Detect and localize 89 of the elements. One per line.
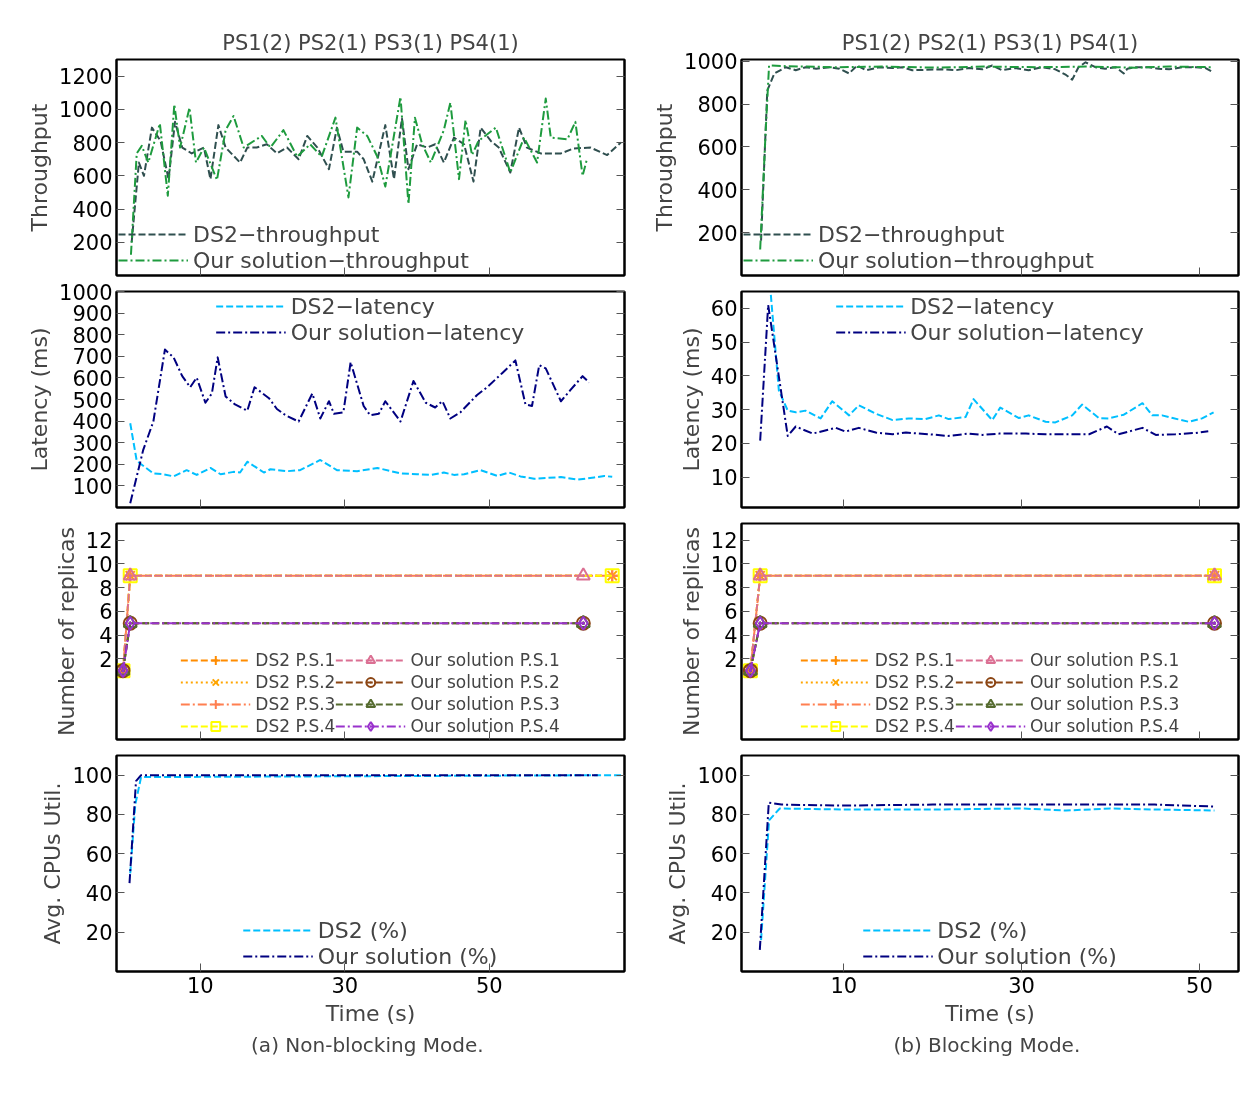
y-tick-label: 2 <box>99 647 113 672</box>
y-tick-label: 20 <box>710 921 738 946</box>
y-tick-label: 60 <box>710 842 738 867</box>
y-tick-label: 40 <box>85 881 113 906</box>
y-tick-label: 1200 <box>59 65 113 90</box>
y-axis-title: Avg. CPUs Util. <box>40 782 66 945</box>
legend-label: Our solution P.S.3 <box>1029 694 1180 714</box>
y-tick-label: 60 <box>85 842 113 867</box>
x-tick-label: 30 <box>1008 973 1035 998</box>
y-axis-title: Latency (ms) <box>678 327 704 472</box>
legend-label: DS2 P.S.3 <box>874 694 955 714</box>
legend-label: DS2 (%) <box>937 917 1028 943</box>
legend-label: DS2 P.S.1 <box>874 650 955 670</box>
y-axis-title: Avg. CPUs Util. <box>665 782 691 945</box>
y-tick-label: 200 <box>697 221 738 246</box>
y-tick-label: 8 <box>99 576 113 601</box>
y-tick-label: 4 <box>99 624 113 649</box>
legend-label: DS2−throughput <box>193 221 380 247</box>
y-tick-label: 400 <box>697 178 738 203</box>
y-axis-title: Throughput <box>652 103 678 233</box>
y-tick-label: 800 <box>697 93 738 118</box>
y-tick-label: 800 <box>72 131 113 156</box>
legend-label: Our solution−latency <box>290 319 525 345</box>
y-tick-label: 1000 <box>684 50 738 75</box>
legend-label: DS2 P.S.3 <box>255 694 336 714</box>
x-tick-label: 50 <box>476 973 503 998</box>
y-tick-label: 600 <box>697 135 738 160</box>
y-tick-label: 2 <box>724 647 738 672</box>
y-tick-label: 100 <box>72 764 113 789</box>
legend-label: Our solution P.S.2 <box>410 672 560 692</box>
legend-label: Our solution P.S.2 <box>1029 672 1180 692</box>
x-axis-title: Time (s) <box>944 1000 1035 1026</box>
y-tick-label: 50 <box>710 331 738 356</box>
y-tick-label: 12 <box>710 529 738 554</box>
legend-label: DS2 P.S.2 <box>874 672 955 692</box>
x-tick-label: 50 <box>1186 973 1213 998</box>
y-axis-title: Latency (ms) <box>27 327 53 472</box>
legend-label: DS2 P.S.4 <box>255 716 336 736</box>
y-tick-label: 600 <box>72 164 113 189</box>
y-tick-label: 400 <box>72 198 113 223</box>
y-tick-label: 8 <box>724 576 738 601</box>
legend-label: Our solution (%) <box>937 943 1117 969</box>
y-tick-label: 40 <box>710 881 738 906</box>
y-tick-label: 100 <box>697 764 738 789</box>
y-axis-title: Number of replicas <box>53 527 79 736</box>
chart-title: PS1(2) PS2(1) PS3(1) PS4(1) <box>222 30 519 55</box>
y-tick-label: 10 <box>710 466 738 491</box>
legend-label: Our solution P.S.1 <box>1029 650 1180 670</box>
legend-label: DS2 (%) <box>317 917 408 943</box>
y-tick-label: 20 <box>85 921 113 946</box>
chart-title: PS1(2) PS2(1) PS3(1) PS4(1) <box>841 30 1139 55</box>
y-tick-label: 6 <box>99 600 113 625</box>
y-tick-label: 30 <box>710 398 738 423</box>
y-tick-label: 40 <box>710 364 738 389</box>
legend-label: Our solution−throughput <box>193 247 469 273</box>
legend-label: Our solution−latency <box>910 319 1144 345</box>
y-tick-label: 500 <box>72 388 113 413</box>
text: (b) Blocking Mode. <box>893 1032 1081 1057</box>
y-tick-label: 10 <box>710 552 738 577</box>
legend-label: Our solution−throughput <box>818 247 1094 273</box>
legend-label: Our solution P.S.1 <box>410 650 560 670</box>
legend-label: DS2 P.S.4 <box>874 716 955 736</box>
legend-label: DS2−throughput <box>818 221 1005 247</box>
legend-label: DS2 P.S.1 <box>255 650 336 670</box>
y-tick-label: 1000 <box>59 280 113 305</box>
y-tick-label: 20 <box>710 432 738 457</box>
y-tick-label: 80 <box>85 803 113 828</box>
legend-label: Our solution (%) <box>317 943 498 969</box>
y-tick-label: 10 <box>85 552 113 577</box>
legend-label: Our solution P.S.4 <box>410 716 560 736</box>
legend-label: Our solution P.S.3 <box>410 694 560 714</box>
y-tick-label: 12 <box>85 529 113 554</box>
y-axis-title: Throughput <box>27 103 53 233</box>
y-axis-title: Number of replicas <box>678 527 704 736</box>
y-tick-label: 80 <box>710 803 738 828</box>
legend-label: DS2−latency <box>290 293 435 319</box>
y-tick-label: 1000 <box>59 98 113 123</box>
x-tick-label: 30 <box>331 973 359 998</box>
y-tick-label: 200 <box>72 231 113 256</box>
x-tick-label: 10 <box>186 973 214 998</box>
y-tick-label: 60 <box>710 297 738 322</box>
x-tick-label: 10 <box>830 973 858 998</box>
legend-label: Our solution P.S.4 <box>1029 716 1180 736</box>
x-axis-title: Time (s) <box>324 1000 416 1026</box>
legend-label: DS2 P.S.2 <box>255 672 336 692</box>
y-tick-label: 6 <box>724 600 738 625</box>
y-tick-label: 4 <box>724 624 738 649</box>
text: (a) Non-blocking Mode. <box>251 1032 484 1057</box>
legend-label: DS2−latency <box>910 293 1055 319</box>
